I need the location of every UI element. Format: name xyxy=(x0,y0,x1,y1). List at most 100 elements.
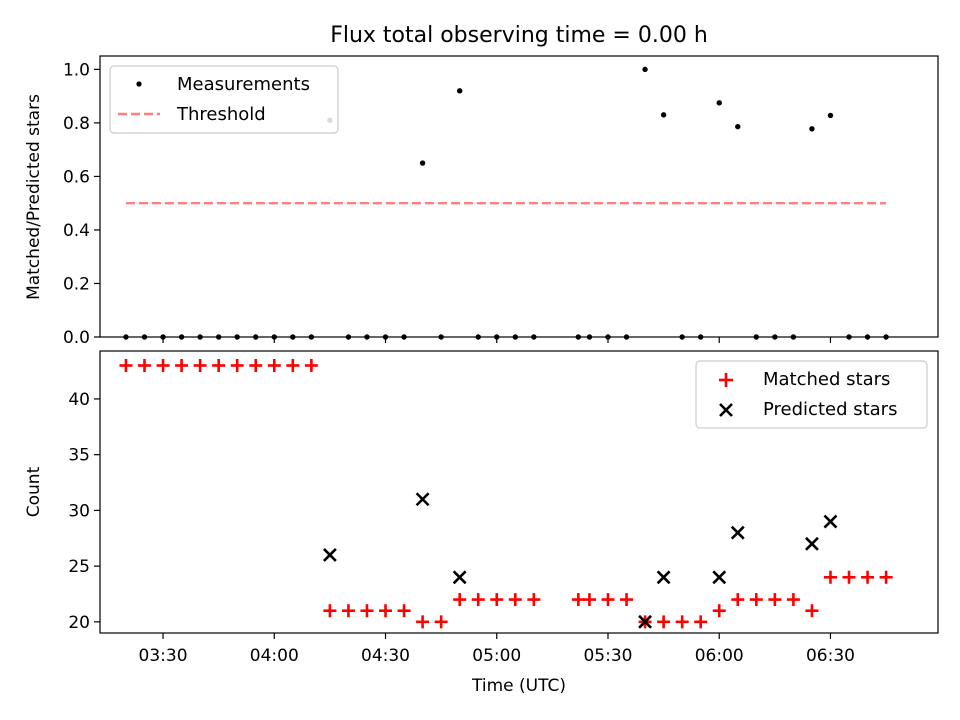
bottom-legend: Matched stars Predicted stars xyxy=(695,360,928,429)
measurement-point xyxy=(160,334,166,340)
bottom-x-tick-label: 06:30 xyxy=(806,646,855,666)
measurement-point xyxy=(419,160,426,166)
top-y-tick-label: 0.0 xyxy=(63,328,90,348)
chart-title: Flux total observing time = 0.00 h xyxy=(330,23,708,48)
matched-star-point xyxy=(416,615,430,629)
matched-star-point xyxy=(397,604,411,618)
bottom-x-tick-label: 06:00 xyxy=(695,646,744,666)
measurement-point xyxy=(883,334,889,340)
measurement-point xyxy=(697,334,704,340)
top-y-tick-label: 0.8 xyxy=(63,114,90,134)
legend-measurements-marker xyxy=(136,81,142,87)
matched-star-point xyxy=(249,358,263,372)
measurement-point xyxy=(679,334,685,340)
measurement-point xyxy=(401,334,407,340)
x-axis-label: Time (UTC) xyxy=(471,676,566,696)
matched-star-point xyxy=(267,358,281,372)
bottom-x-tick-label: 04:00 xyxy=(250,646,299,666)
predicted-stars-points xyxy=(322,492,838,629)
measurement-point xyxy=(642,66,648,73)
matched-star-point xyxy=(137,358,151,372)
bottom-y-label: Count xyxy=(24,466,44,517)
predicted-star-point xyxy=(712,570,727,585)
bottom-y-tick-label: 35 xyxy=(68,446,90,466)
measurement-point xyxy=(290,334,296,340)
bottom-x-axis: 03:30 04:00 04:30 05:00 05:30 06:00 06:30 xyxy=(139,633,855,666)
matched-star-point xyxy=(768,593,782,607)
bottom-x-tick-label: 05:00 xyxy=(472,646,521,666)
matched-star-point xyxy=(842,570,856,584)
predicted-star-point xyxy=(730,525,745,540)
matched-star-point xyxy=(323,604,337,618)
measurement-point xyxy=(512,334,518,340)
top-y-label: Matched/Predicted stars xyxy=(24,94,44,300)
matched-star-point xyxy=(731,593,745,607)
measurement-point xyxy=(308,334,315,340)
measurement-point xyxy=(753,334,760,340)
top-y-tick-label: 1.0 xyxy=(63,60,90,80)
measurement-point xyxy=(660,112,667,118)
measurement-point xyxy=(790,334,797,340)
bottom-plot-frame xyxy=(99,350,939,634)
matched-star-point xyxy=(434,615,448,629)
measurement-point xyxy=(345,334,352,340)
measurement-point xyxy=(141,334,148,340)
top-y-tick-label: 0.2 xyxy=(63,274,90,294)
legend-matched-label: Matched stars xyxy=(763,369,890,390)
matched-star-point xyxy=(193,358,207,372)
measurement-point xyxy=(178,334,185,340)
bottom-y-tick-label: 25 xyxy=(68,557,90,577)
measurement-point xyxy=(494,334,500,340)
matched-star-point xyxy=(675,615,689,629)
legend-measurements-label: Measurements xyxy=(177,74,310,95)
matched-star-point xyxy=(620,593,634,607)
matched-star-point xyxy=(749,593,763,607)
bottom-x-tick-label: 03:30 xyxy=(139,646,188,666)
matched-star-point xyxy=(657,615,671,629)
measurement-point xyxy=(475,334,481,340)
bottom-legend-box xyxy=(695,360,928,429)
matched-star-point xyxy=(694,615,708,629)
matched-star-point xyxy=(861,570,875,584)
measurement-point xyxy=(586,334,593,340)
measurement-point xyxy=(575,334,582,340)
matched-star-point xyxy=(360,604,374,618)
measurement-point xyxy=(456,88,463,94)
bottom-x-tick-label: 04:30 xyxy=(361,646,410,666)
matched-star-point xyxy=(379,604,393,618)
matched-star-point xyxy=(601,593,615,607)
predicted-star-point xyxy=(823,514,838,529)
matched-star-point xyxy=(527,593,541,607)
predicted-star-point xyxy=(805,536,819,551)
matched-star-point xyxy=(304,358,318,372)
top-y-tick-label: 0.4 xyxy=(63,221,90,241)
top-y-axis: 0.0 0.2 0.4 0.6 0.8 1.0 xyxy=(63,60,100,348)
matched-star-point xyxy=(471,593,485,607)
measurement-point xyxy=(215,334,222,340)
bottom-y-axis: 20 25 30 35 40 xyxy=(68,390,100,633)
measurement-point xyxy=(846,334,852,340)
measurement-points xyxy=(123,66,889,340)
matched-star-point xyxy=(879,570,893,584)
top-plot-frame xyxy=(99,55,939,338)
matched-star-point xyxy=(508,593,522,607)
predicted-star-point xyxy=(452,570,467,585)
predicted-star-point xyxy=(638,614,652,629)
matched-star-point xyxy=(175,358,189,372)
legend-predicted-label: Predicted stars xyxy=(763,399,897,420)
matched-star-point xyxy=(156,358,170,372)
matched-star-point xyxy=(490,593,504,607)
bottom-y-tick-label: 40 xyxy=(68,390,90,410)
matched-star-point xyxy=(286,358,300,372)
measurement-point xyxy=(197,334,203,340)
measurement-point xyxy=(253,334,259,340)
measurement-point xyxy=(809,126,815,132)
measurement-point xyxy=(531,334,537,340)
matched-star-point xyxy=(119,358,133,372)
bottom-x-tick-label: 05:30 xyxy=(583,646,632,666)
measurement-point xyxy=(735,123,741,130)
measurement-point xyxy=(382,334,389,340)
measurement-point xyxy=(827,112,834,119)
predicted-star-point xyxy=(415,492,430,507)
